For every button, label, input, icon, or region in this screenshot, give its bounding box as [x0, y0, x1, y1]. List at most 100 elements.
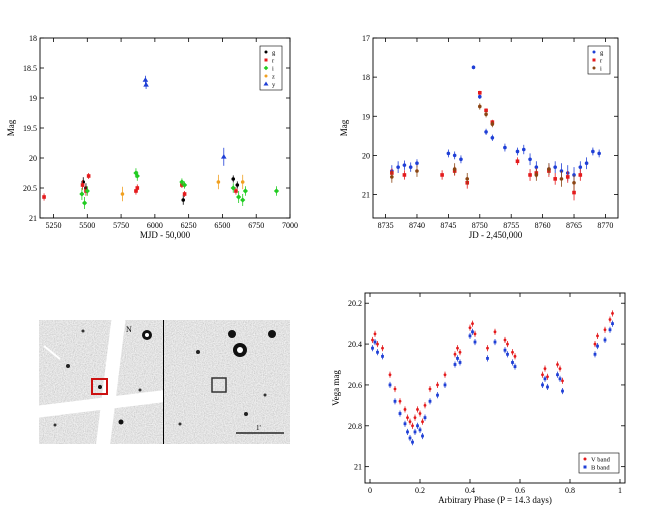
data-point — [373, 332, 377, 336]
x-tick-label: 8740 — [409, 221, 425, 230]
legend-swatch — [264, 58, 268, 62]
legend-box — [259, 45, 283, 91]
legend-label: r — [600, 58, 603, 65]
y-axis-label: Mag — [6, 119, 16, 136]
data-point — [135, 186, 140, 190]
legend-box — [587, 45, 611, 75]
data-point — [572, 190, 576, 195]
data-point — [423, 416, 427, 420]
north-label: N — [126, 325, 132, 334]
x-tick-label: 6500 — [214, 221, 230, 230]
series-r — [390, 90, 583, 201]
series-v-band — [371, 310, 614, 429]
data-point — [484, 112, 488, 117]
x-tick-label: 0.4 — [465, 486, 475, 495]
data-point — [578, 173, 583, 177]
data-point — [471, 65, 476, 70]
data-point — [473, 340, 477, 344]
legend-swatch — [592, 58, 596, 62]
legend-label: i — [272, 66, 274, 73]
bright-star — [268, 330, 276, 338]
series-y — [142, 75, 227, 166]
data-point — [376, 342, 379, 346]
data-point — [456, 356, 459, 360]
star — [66, 364, 70, 368]
legend: gri — [587, 45, 611, 75]
data-point — [240, 197, 246, 203]
data-point — [181, 198, 186, 202]
legend-swatch — [263, 81, 269, 86]
legend-swatch — [264, 50, 268, 54]
data-point — [558, 367, 562, 370]
data-point — [541, 373, 544, 377]
data-point — [134, 189, 138, 193]
data-point — [506, 342, 509, 346]
data-point — [503, 338, 507, 342]
bright-star — [145, 333, 149, 337]
data-point — [591, 149, 595, 154]
data-point — [511, 361, 514, 364]
x-tick-label: 8765 — [566, 221, 582, 230]
data-point — [408, 165, 413, 169]
data-point — [143, 82, 149, 87]
y-axis-label: Vega mag — [331, 370, 341, 406]
data-point — [572, 180, 576, 185]
y-tick-label: 21 — [29, 214, 37, 223]
data-point — [477, 94, 482, 99]
data-point — [608, 318, 612, 321]
axes-frame — [39, 37, 291, 219]
x-axis-label: Arbitrary Phase (P = 14.3 days) — [438, 495, 552, 505]
data-point — [468, 326, 472, 330]
data-point — [559, 177, 564, 181]
series-b-band — [371, 320, 614, 446]
y-tick-label: 20.4 — [348, 340, 362, 349]
data-point — [396, 165, 400, 169]
data-point — [541, 383, 544, 387]
y-tick-label: 21 — [354, 463, 362, 472]
target-box-gray — [211, 377, 227, 393]
data-point — [556, 373, 559, 377]
data-point — [216, 180, 221, 184]
data-point — [220, 154, 227, 159]
data-point — [408, 436, 412, 440]
data-point — [553, 177, 557, 181]
direction-arrow — [43, 345, 61, 360]
x-tick-label: 1 — [618, 486, 622, 495]
star — [53, 423, 57, 427]
x-tick-label: 6000 — [147, 221, 163, 230]
data-point — [506, 352, 509, 356]
data-point — [446, 151, 451, 156]
data-point — [423, 403, 427, 407]
x-axis-label: JD - 2,450,000 — [469, 230, 523, 240]
data-point — [521, 147, 526, 152]
legend-box — [578, 452, 620, 474]
data-point — [428, 399, 432, 403]
data-point — [458, 361, 462, 364]
data-point — [547, 167, 551, 171]
data-point — [413, 416, 417, 420]
data-point — [240, 180, 245, 184]
x-tick-label: 5250 — [46, 221, 62, 230]
data-point — [231, 177, 236, 181]
data-point — [503, 348, 507, 352]
x-tick-label: 7000 — [282, 221, 298, 230]
data-point — [408, 420, 412, 424]
data-point — [273, 188, 280, 194]
bright-star — [228, 330, 236, 338]
x-tick-label: 0.8 — [565, 486, 575, 495]
x-tick-label: 0.2 — [415, 486, 425, 495]
data-point — [415, 161, 419, 166]
x-tick-label: 5750 — [113, 221, 129, 230]
data-point — [490, 122, 495, 126]
axes-frame — [372, 37, 619, 219]
y-tick-label: 19 — [29, 94, 37, 103]
legend-label: g — [272, 50, 276, 57]
y-tick-label: 20.5 — [23, 184, 37, 193]
finder-right-background — [164, 320, 290, 444]
data-point — [453, 363, 457, 366]
x-axis-label: MJD - 50,000 — [140, 230, 191, 240]
legend-swatch — [592, 50, 596, 54]
data-point — [234, 189, 238, 193]
